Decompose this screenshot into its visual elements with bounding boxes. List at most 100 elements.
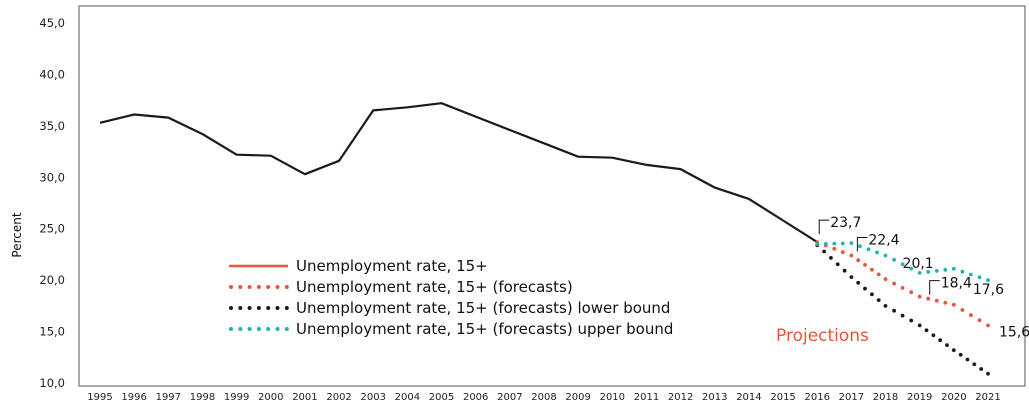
- x-tick-label: 2009: [565, 392, 590, 403]
- legend-swatch-dot: [257, 327, 261, 331]
- legend-swatch-dot: [266, 327, 270, 331]
- series-dot: [972, 362, 976, 366]
- legend-swatch-dot: [276, 306, 280, 310]
- series-dot: [966, 358, 970, 362]
- series-dot: [836, 262, 840, 266]
- legend-label: Unemployment rate, 15+ (forecasts): [296, 278, 573, 296]
- series-dot: [961, 308, 965, 312]
- x-tick-label: 1995: [87, 392, 112, 403]
- series-dot: [856, 258, 860, 262]
- x-tick-label: 2005: [429, 392, 454, 403]
- series-dot: [978, 318, 982, 322]
- series-dot: [824, 242, 828, 246]
- series-dot: [877, 298, 881, 302]
- series-dot: [935, 269, 939, 273]
- series-dot: [832, 242, 836, 246]
- y-tick-label: 45,0: [39, 16, 65, 30]
- y-tick-label: 30,0: [39, 170, 65, 184]
- legend-label: Unemployment rate, 15+ (forecasts) lower…: [296, 299, 670, 317]
- legend-label: Unemployment rate, 15+ (forecasts) upper…: [296, 320, 673, 338]
- series-dot: [884, 277, 888, 281]
- legend-swatch-dot: [266, 306, 270, 310]
- series-dot: [932, 333, 936, 337]
- x-tick-label: 2000: [258, 392, 283, 403]
- series-dot: [909, 290, 913, 294]
- legend-swatch-dot: [229, 327, 233, 331]
- x-tick-label: 2002: [326, 392, 351, 403]
- x-tick-label: 2014: [736, 392, 761, 403]
- series-dot: [909, 319, 913, 323]
- legend-swatch-dot: [229, 306, 233, 310]
- series-dot: [918, 295, 922, 299]
- x-tick-label: 2007: [497, 392, 522, 403]
- series-dot: [829, 256, 833, 260]
- series-dot: [850, 254, 854, 258]
- annotation-leader: [930, 281, 940, 295]
- series-dot: [892, 282, 896, 286]
- legend-swatch-dot: [248, 327, 252, 331]
- series-dot: [850, 241, 854, 245]
- series-dot: [884, 304, 888, 308]
- y-axis: 10,015,020,025,030,035,040,045,0: [39, 16, 65, 390]
- series-dot: [856, 281, 860, 285]
- series-dot: [892, 309, 896, 313]
- series-dot: [850, 275, 854, 279]
- legend-swatch-dot: [238, 327, 242, 331]
- x-tick-label: 2017: [839, 392, 864, 403]
- legend-swatch-dot: [285, 327, 289, 331]
- x-tick-label: 2015: [770, 392, 795, 403]
- series-dot: [841, 250, 845, 254]
- series-dot: [986, 372, 990, 376]
- series-dot: [969, 313, 973, 317]
- x-tick-label: 2010: [600, 392, 625, 403]
- legend-swatch-dot: [229, 285, 233, 289]
- y-axis-label: Percent: [10, 212, 24, 257]
- y-tick-label: 10,0: [39, 376, 65, 390]
- legend-swatch-dot: [248, 285, 252, 289]
- series-dot: [938, 338, 942, 342]
- series-dot: [945, 343, 949, 347]
- annotation-label: 20,1: [903, 256, 934, 272]
- series-dot: [892, 258, 896, 262]
- x-tick-label: 2006: [463, 392, 488, 403]
- series-dot: [901, 314, 905, 318]
- series-dot: [901, 286, 905, 290]
- legend-swatch-dot: [285, 306, 289, 310]
- annotation-label: 17,6: [973, 282, 1004, 298]
- x-tick-label: 2016: [805, 392, 830, 403]
- x-tick-label: 2008: [531, 392, 556, 403]
- series-dot: [884, 254, 888, 258]
- x-tick-label: 2020: [941, 392, 966, 403]
- legend-swatch-dot: [238, 285, 242, 289]
- legend-swatch-dot: [257, 306, 261, 310]
- x-tick-label: 2018: [873, 392, 898, 403]
- series-dot: [979, 367, 983, 371]
- series-dot: [858, 244, 862, 248]
- series-line-actual: [100, 103, 817, 242]
- legend-label: Unemployment rate, 15+: [296, 257, 488, 275]
- legend-swatch-dot: [276, 285, 280, 289]
- series-dot: [870, 292, 874, 296]
- legend-swatch-dot: [257, 285, 261, 289]
- series-dot: [961, 270, 965, 274]
- legend: Unemployment rate, 15+ Unemployment rate,…: [229, 257, 673, 338]
- y-tick-label: 15,0: [39, 325, 65, 339]
- x-tick-label: 2013: [702, 392, 727, 403]
- annotation-leader: [857, 237, 867, 251]
- y-tick-label: 40,0: [39, 67, 65, 81]
- series-dot: [952, 303, 956, 307]
- x-tick-label: 2021: [975, 392, 1000, 403]
- series-dot: [877, 273, 881, 277]
- x-tick-label: 1996: [121, 392, 146, 403]
- legend-swatch-dot: [285, 285, 289, 289]
- series-dot: [943, 301, 947, 305]
- x-tick-label: 1998: [190, 392, 215, 403]
- series-dot: [925, 328, 929, 332]
- series-dot: [986, 324, 990, 328]
- annotation-label: 23,7: [830, 215, 861, 231]
- series-dot: [875, 251, 879, 255]
- series-dot: [943, 268, 947, 272]
- annotation-label: 18,4: [941, 276, 972, 292]
